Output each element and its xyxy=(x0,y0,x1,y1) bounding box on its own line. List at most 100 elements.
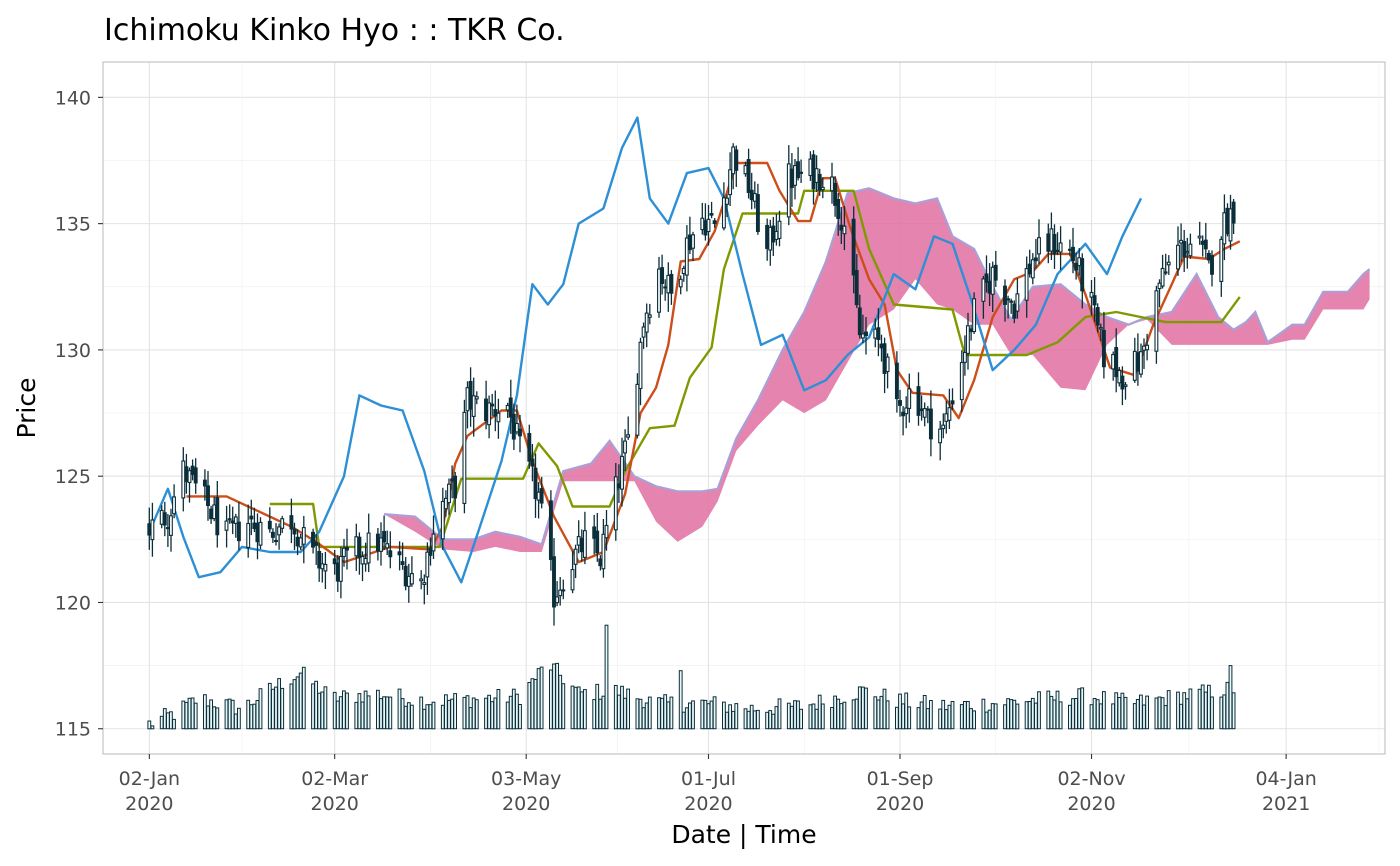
candle-body xyxy=(663,286,668,289)
candle-body xyxy=(1003,285,1007,305)
candle-body xyxy=(354,536,359,557)
volume-bar xyxy=(959,704,964,730)
candle-body xyxy=(249,515,254,520)
volume-bar xyxy=(203,694,207,730)
volume-bar xyxy=(601,695,606,730)
volume-bar xyxy=(808,704,813,730)
candle-body xyxy=(431,533,436,552)
volume-bar xyxy=(777,698,782,730)
candle-body xyxy=(493,409,498,417)
volume-bar xyxy=(1139,694,1143,730)
candle-body xyxy=(817,173,822,191)
volume-bar xyxy=(1219,696,1224,730)
volume-bar xyxy=(873,696,878,730)
candle-body xyxy=(922,408,927,418)
candle-body xyxy=(1080,258,1085,292)
volume-bar xyxy=(598,698,603,730)
y-tick-label: 135 xyxy=(55,214,91,236)
volume-bar xyxy=(181,700,186,730)
candle-body xyxy=(728,169,733,196)
candle-body xyxy=(620,455,624,490)
candle-body xyxy=(950,400,955,405)
candle-body xyxy=(1206,252,1211,261)
candle-body xyxy=(820,186,825,191)
candle-body xyxy=(1111,354,1116,370)
volume-bar xyxy=(376,689,380,730)
volume-bar xyxy=(474,699,479,730)
candle-body xyxy=(202,479,207,487)
volume-bar xyxy=(706,703,711,730)
candle-body xyxy=(993,264,998,281)
candle-body xyxy=(1142,345,1146,351)
y-axis: 115 120 125 130 135 140 xyxy=(55,87,103,741)
candle-body xyxy=(233,516,238,524)
candle-body xyxy=(314,542,319,546)
candle-body xyxy=(224,520,229,531)
candle-body xyxy=(382,530,387,543)
volume-bar xyxy=(406,702,411,730)
volume-bar xyxy=(162,708,167,730)
volume-bar xyxy=(1030,697,1035,730)
volume-bar xyxy=(1089,704,1094,730)
volume-bar xyxy=(1157,696,1162,730)
candle-body xyxy=(860,333,865,339)
candle-body xyxy=(1120,375,1125,390)
candle-body xyxy=(447,483,451,504)
volume-bar xyxy=(431,701,436,730)
volume-bar xyxy=(885,700,890,730)
volume-bar xyxy=(1135,699,1140,730)
volume-bar xyxy=(172,718,176,730)
candle-body xyxy=(1160,267,1165,287)
candle-body xyxy=(236,521,241,542)
candle-body xyxy=(366,532,371,564)
candle-body xyxy=(771,225,776,243)
volume-bar xyxy=(663,694,668,730)
candle-body xyxy=(1145,344,1150,351)
candle-body xyxy=(471,395,476,417)
y-tick-label: 120 xyxy=(55,592,91,614)
volume-bar xyxy=(861,686,865,730)
volume-bar xyxy=(366,695,371,730)
candle-body xyxy=(616,483,621,489)
volume-bar xyxy=(1210,696,1214,730)
volume-bar xyxy=(552,663,556,730)
candle-body xyxy=(1219,238,1224,282)
volume-bar xyxy=(1055,690,1060,730)
candle-body xyxy=(1006,298,1011,301)
candle-body xyxy=(613,476,618,531)
volume-bar xyxy=(811,703,816,730)
candle-body xyxy=(227,518,232,521)
candle-body xyxy=(1200,240,1205,245)
volume-bar xyxy=(842,701,847,730)
candle-body xyxy=(1114,347,1119,378)
candle-body xyxy=(601,533,606,570)
candle-body xyxy=(258,521,263,546)
candle-body xyxy=(1185,250,1190,254)
candle-body xyxy=(280,518,285,529)
cloud-fill xyxy=(384,188,1370,553)
volume-bar xyxy=(363,690,368,730)
volume-bar xyxy=(233,713,238,730)
volume-bar xyxy=(1120,692,1125,730)
candle-body xyxy=(1052,234,1057,255)
volume-bar xyxy=(224,699,229,730)
volume-bar xyxy=(592,699,597,730)
candle-body xyxy=(388,550,393,558)
candle-body xyxy=(345,546,349,551)
candle-body xyxy=(561,589,566,592)
candle-body xyxy=(465,387,470,412)
volume-bar xyxy=(419,696,424,730)
volume-bar xyxy=(1160,697,1165,730)
volume-bar xyxy=(1046,690,1051,730)
candle-body xyxy=(187,470,192,484)
candle-body xyxy=(830,176,834,192)
volume-bar xyxy=(530,678,535,730)
candle-body xyxy=(644,312,649,333)
candle-body xyxy=(1074,262,1079,271)
volume-bar xyxy=(1225,681,1230,730)
volume-bar xyxy=(734,703,739,730)
volume-bar xyxy=(814,708,819,730)
candle-body xyxy=(706,218,711,233)
volume-bar xyxy=(752,710,757,730)
candle-body xyxy=(734,149,739,171)
